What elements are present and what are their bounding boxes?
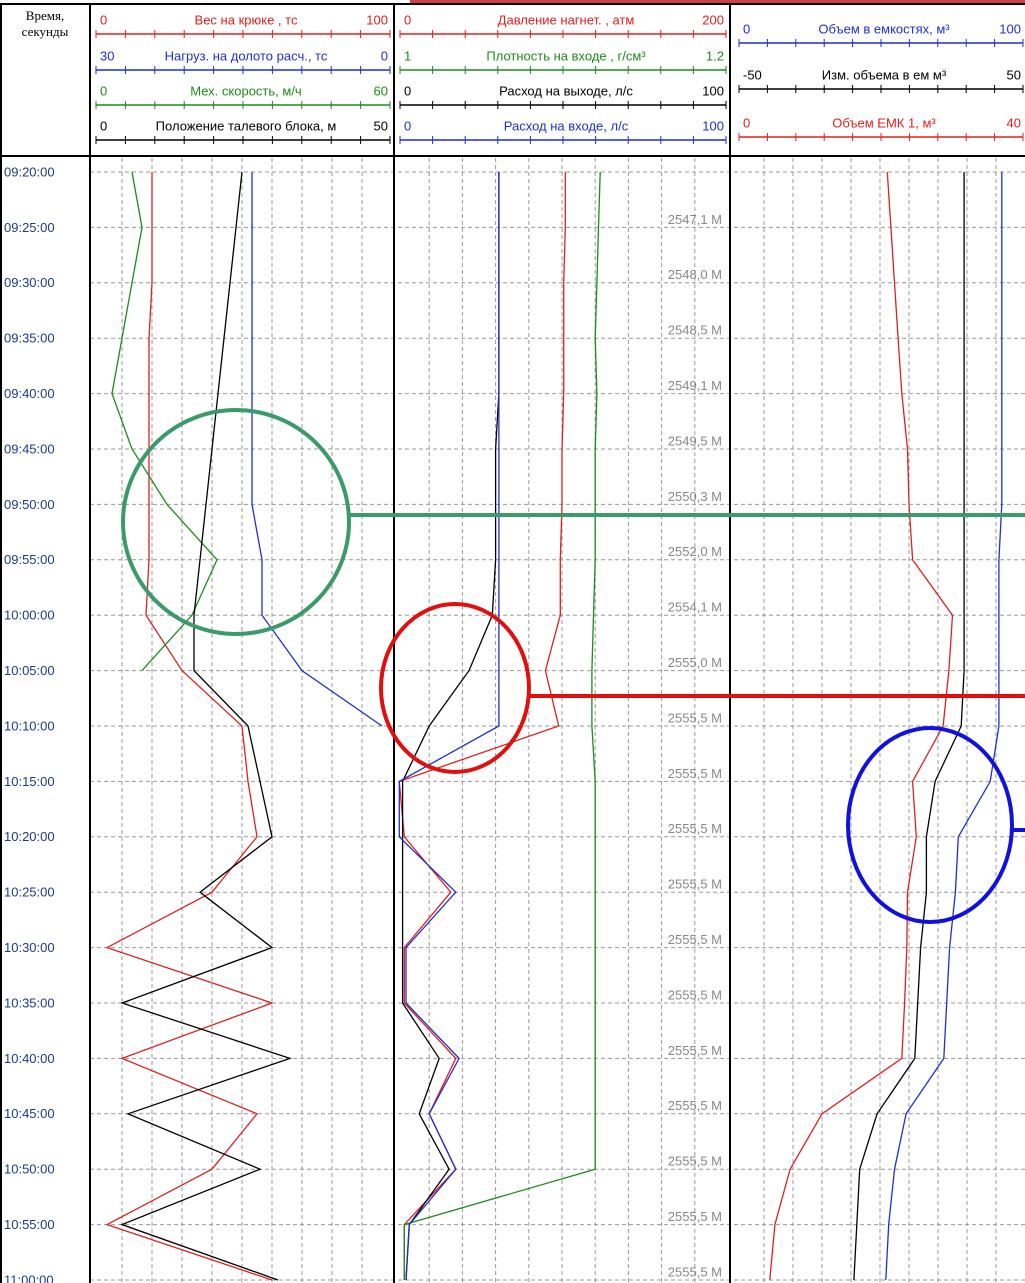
- highlight-circle: [846, 726, 1014, 924]
- time-label: 10:00:00: [4, 608, 55, 623]
- depth-label: 2555,5 M: [668, 766, 722, 781]
- curve: [885, 172, 1003, 1281]
- annotations: [121, 408, 1025, 924]
- scale-max: 100: [702, 118, 724, 133]
- time-label: 10:05:00: [4, 663, 55, 678]
- curve: [111, 171, 218, 672]
- time-label: 10:25:00: [4, 885, 55, 900]
- curve: [398, 172, 566, 1280]
- scale-max: 1.2: [706, 48, 724, 63]
- legend-entry: Объем в емкостях, м³: [818, 21, 950, 36]
- curve: [853, 172, 965, 1281]
- depth-label: 2554,1 M: [668, 600, 722, 615]
- scale-max: 50: [374, 118, 388, 133]
- time-label: 10:40:00: [4, 1051, 55, 1066]
- depth-label: 2555,5 M: [668, 710, 722, 725]
- scale-max: 0: [381, 48, 388, 63]
- time-label: 09:50:00: [4, 497, 55, 512]
- scale-max: 100: [702, 83, 724, 98]
- time-label: 10:10:00: [4, 718, 55, 733]
- time-label: 10:15:00: [4, 774, 55, 789]
- time-label: 10:20:00: [4, 829, 55, 844]
- depth-label: 2547,1 M: [668, 212, 722, 227]
- curve: [120, 171, 293, 1281]
- scale-min: 0: [404, 83, 411, 98]
- time-label: 09:45:00: [4, 441, 55, 456]
- depth-label: 2555,5 M: [668, 987, 722, 1002]
- time-label: 10:30:00: [4, 940, 55, 955]
- time-title: Время,: [26, 8, 64, 23]
- time-label: 09:35:00: [4, 331, 55, 346]
- depth-label: 2555,5 M: [668, 932, 722, 947]
- curve: [769, 171, 954, 1281]
- curve: [403, 171, 601, 1280]
- scale-min: 0: [404, 12, 411, 27]
- curve: [251, 172, 383, 727]
- depth-label: 2555,5 M: [668, 1154, 722, 1169]
- depth-label: 2549,5 M: [668, 433, 722, 448]
- legend-entry: Вес на крюке , тс: [195, 12, 298, 27]
- depth-label: 2548,0 M: [668, 267, 722, 282]
- time-label: 10:35:00: [4, 995, 55, 1010]
- scale-max: 50: [1007, 67, 1021, 82]
- depth-label: 2555,0 M: [668, 655, 722, 670]
- legend-entry: Объем ЕМК 1, м³: [832, 115, 936, 130]
- depth-label: 2555,5 M: [668, 1043, 722, 1058]
- depth-label: 2550,3 M: [668, 489, 722, 504]
- time-label: 09:20:00: [4, 164, 55, 179]
- depth-label: 2555,5 M: [668, 1209, 722, 1224]
- scale-min: 0: [100, 118, 107, 133]
- depth-label: 2549,1 M: [668, 378, 722, 393]
- legend-entry: Давление нагнет. , атм: [498, 12, 635, 27]
- scale-max: 200: [702, 12, 724, 27]
- legend-entry: Плотность на входе , г/см³: [486, 48, 646, 63]
- scale-min: 1: [404, 48, 411, 63]
- legend-entry: Расход на входе, л/с: [504, 118, 629, 133]
- depth-label: 2548,5 M: [668, 323, 722, 338]
- scale-min: 0: [743, 115, 750, 130]
- time-label: 11:00:00: [4, 1272, 54, 1283]
- top-bar: [410, 0, 1025, 5]
- legend-entry: Положение талевого блока, м: [156, 118, 337, 133]
- scale-max: 40: [1007, 115, 1021, 130]
- scale-min: 0: [404, 118, 411, 133]
- depth-label: 2552,0 M: [668, 544, 722, 559]
- legend-entry: Мех. скорость, м/ч: [190, 83, 301, 98]
- time-label: 09:55:00: [4, 552, 55, 567]
- scale-max: 60: [374, 83, 388, 98]
- depth-label: 2555,5 M: [668, 1098, 722, 1113]
- scale-min: 0: [100, 83, 107, 98]
- time-label: 10:50:00: [4, 1162, 55, 1177]
- scale-max: 100: [366, 12, 388, 27]
- time-label: 10:55:00: [4, 1217, 55, 1232]
- highlight-circle: [379, 602, 531, 774]
- curves: [105, 171, 1003, 1281]
- legend-entry: Расход на выходе, л/с: [499, 83, 633, 98]
- depth-label: 2555,5 M: [668, 821, 722, 836]
- frame: [0, 3, 1025, 1283]
- grid: 09:20:00 09:25:00 09:30:00 09:35:00 09:40:00…: [4, 158, 1025, 1283]
- time-label: 09:40:00: [4, 386, 55, 401]
- legend-entry: Нагруз. на долото расч., тс: [165, 48, 328, 63]
- scale-max: 100: [999, 21, 1021, 36]
- highlight-circle: [121, 408, 351, 636]
- depth-label: 2555,5 M: [668, 1264, 722, 1279]
- curve: [105, 172, 274, 1281]
- depth-label: 2555,5 M: [668, 877, 722, 892]
- scale-min: 0: [100, 12, 107, 27]
- scale-min: 0: [743, 21, 750, 36]
- curve: [398, 172, 500, 1281]
- legend-entry: Изм. объема в ем м³: [822, 67, 947, 82]
- time-title: секунды: [22, 24, 69, 39]
- time-label: 09:30:00: [4, 275, 55, 290]
- time-label: 10:45:00: [4, 1106, 55, 1121]
- scale-min: -50: [743, 67, 762, 82]
- time-label: 09:25:00: [4, 220, 55, 235]
- scale-min: 30: [100, 48, 114, 63]
